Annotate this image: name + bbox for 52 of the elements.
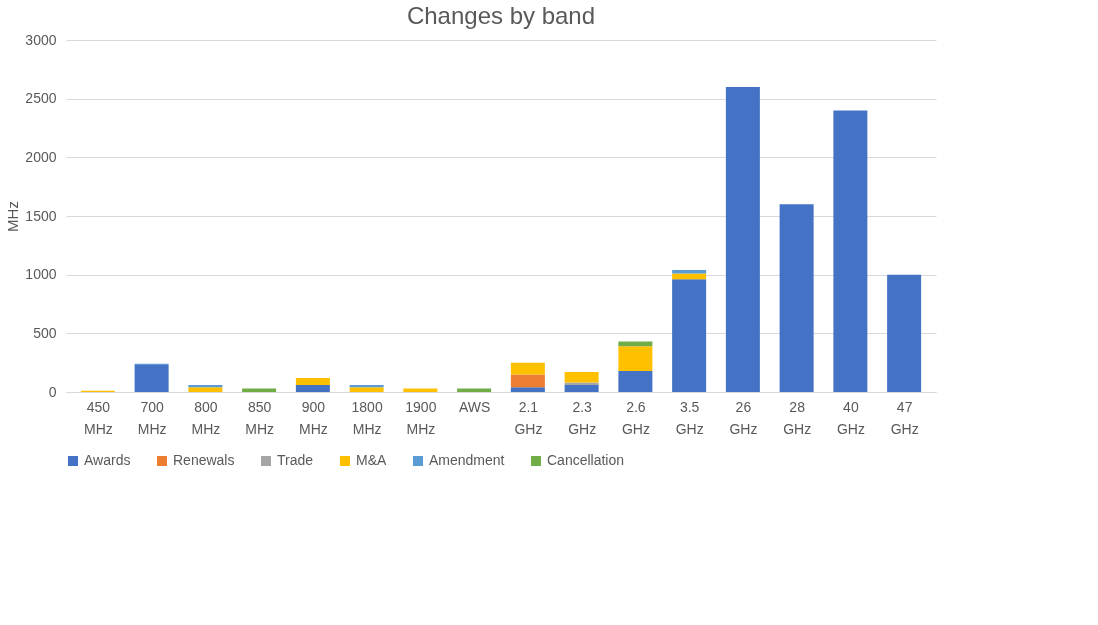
- bar: [833, 110, 868, 392]
- bar: [725, 86, 760, 392]
- x-tick-label: 47 GHz: [890, 398, 919, 437]
- x-tick-label: 850 MHz: [245, 398, 275, 437]
- bar: [510, 387, 545, 392]
- x-tick-label: 26 GHz: [729, 398, 758, 437]
- x-tick-label: 2.6 GHz: [621, 398, 650, 437]
- x-tick-label: 800 MHz: [191, 398, 221, 437]
- bar: [295, 377, 330, 385]
- bar: [564, 372, 599, 383]
- bar: [349, 387, 384, 392]
- x-tick-label: 3.5 GHz: [675, 398, 704, 437]
- x-tick-label: 2.3 GHz: [568, 398, 597, 437]
- x-tick-label: 450 MHz: [83, 398, 113, 437]
- legend-label: Awards: [84, 452, 131, 468]
- bar: [887, 274, 922, 392]
- legend-label: M&A: [356, 452, 387, 468]
- bar: [403, 388, 438, 392]
- bar: [618, 346, 653, 371]
- legend-label: Trade: [277, 452, 314, 468]
- legend-label: Amendment: [429, 452, 505, 468]
- bar: [242, 388, 277, 392]
- y-tick-label: 1000: [25, 266, 57, 283]
- bar: [564, 384, 599, 392]
- bar: [510, 374, 545, 388]
- legend-label: Cancellation: [547, 452, 625, 468]
- x-tick-label: 28 GHz: [783, 398, 812, 437]
- bar: [134, 365, 169, 392]
- x-tick-label: 1900 MHz: [405, 398, 437, 437]
- y-tick-label: 1500: [25, 207, 57, 224]
- x-tick-label: 1800 MHz: [351, 398, 383, 437]
- x-tick-label: 2.1 GHz: [514, 398, 543, 437]
- bar: [672, 279, 707, 392]
- bar: [510, 362, 545, 375]
- bar: [618, 370, 653, 392]
- legend-label: Renewals: [173, 452, 235, 468]
- x-tick-label: 40 GHz: [836, 398, 865, 437]
- y-tick-label: 3000: [25, 31, 57, 48]
- y-tick-label: 2000: [25, 148, 57, 165]
- bar: [779, 204, 814, 392]
- y-tick-label: 500: [33, 324, 57, 341]
- bar: [672, 273, 707, 280]
- y-tick-label: 0: [48, 383, 57, 400]
- x-tick-label: AWS: [458, 398, 491, 415]
- y-tick-label: 2500: [25, 90, 57, 107]
- bar: [457, 388, 492, 392]
- bar: [188, 387, 223, 392]
- x-tick-label: 900 MHz: [298, 398, 328, 437]
- bar: [295, 384, 330, 392]
- y-axis-title: MHz: [4, 201, 22, 232]
- x-tick-label: 700 MHz: [137, 398, 167, 437]
- chart-title: Changes by band: [406, 2, 596, 29]
